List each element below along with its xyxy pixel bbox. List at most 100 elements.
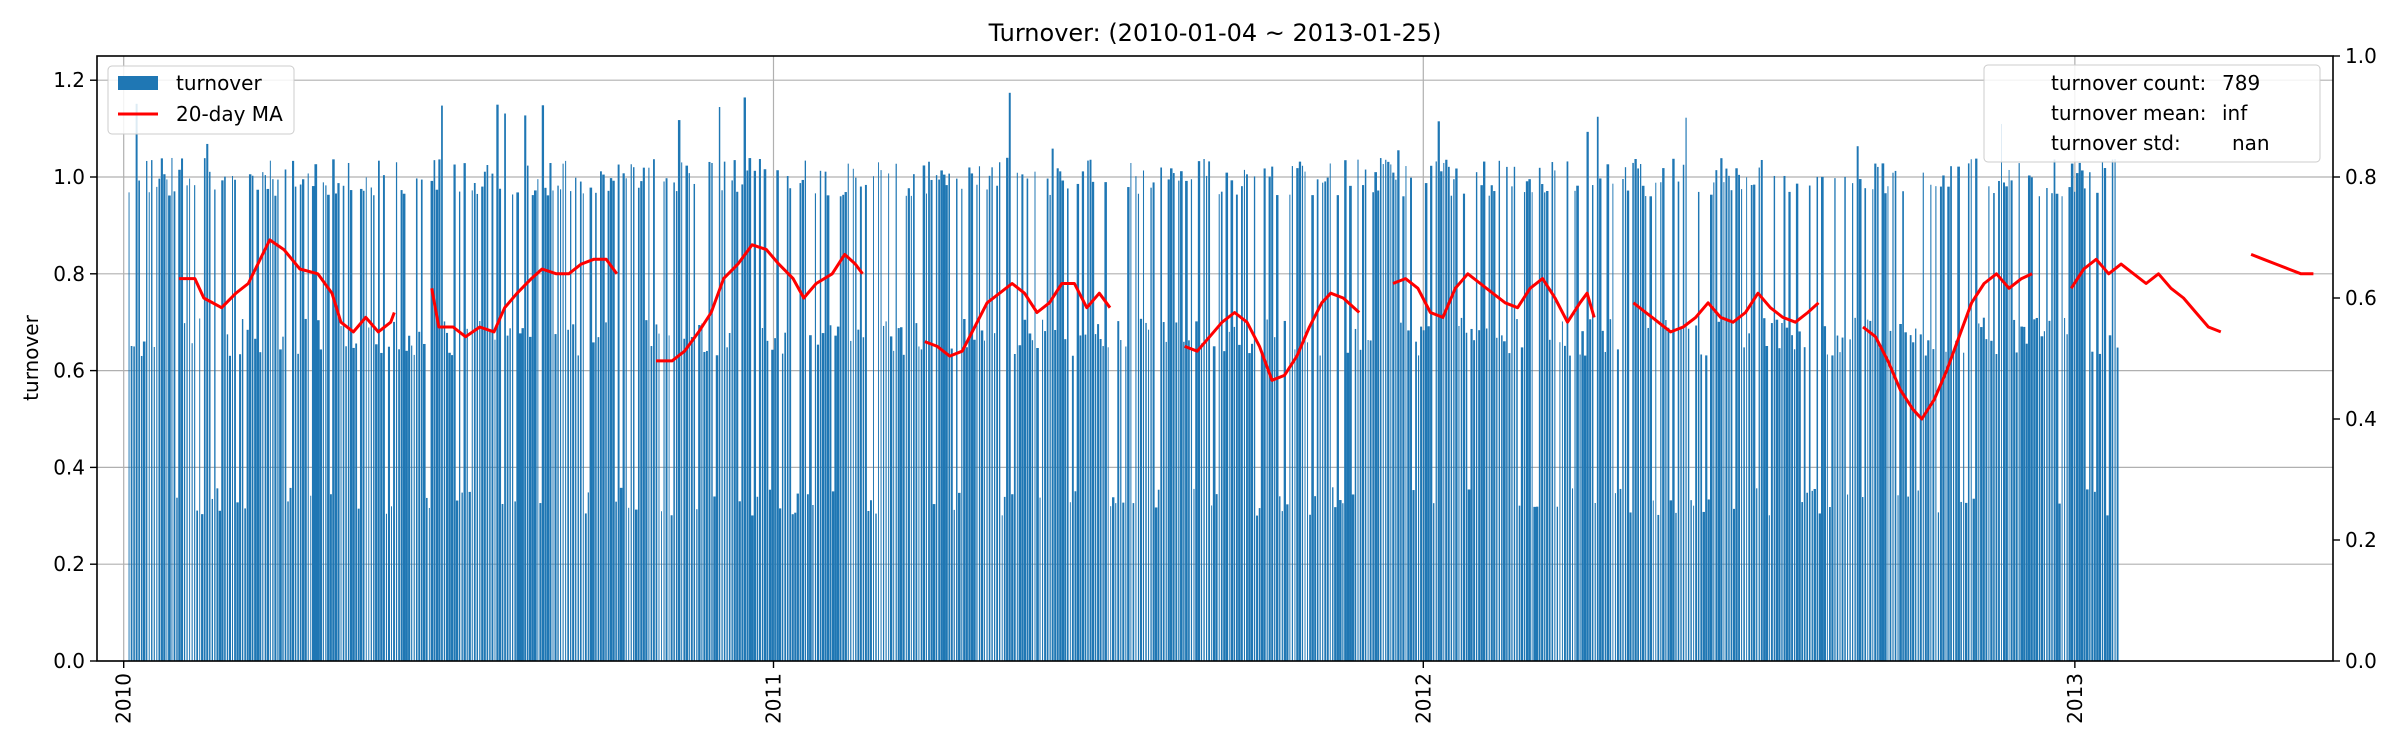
chart-title: Turnover: (2010-01-04 ~ 2013-01-25) [988,19,1442,47]
turnover-bar [148,192,150,662]
turnover-bar [289,487,292,661]
turnover-bar [1049,194,1051,661]
turnover-bar [544,187,547,661]
turnover-bar [1023,319,1027,661]
turnover-bar [1909,335,1912,661]
turnover-bar [1702,511,1705,661]
ma-line-segment [1184,291,1361,382]
turnover-bar [2070,163,2074,661]
turnover-bar [677,120,681,662]
turnover-bar [1170,168,1173,661]
turnover-bar [1410,177,1412,661]
turnover-bar [703,352,706,661]
turnover-bar [746,170,749,661]
turnover-bar [1274,337,1276,661]
turnover-bar [1554,170,1556,661]
turnover-bar [2008,169,2010,661]
turnover-bar [748,158,752,661]
turnover-bar [254,338,257,661]
turnover-bar [1115,503,1117,661]
turnover-bar [1276,195,1279,661]
turnover-bar [1256,515,1259,661]
turnover-bar [1609,319,1612,661]
turnover-bar [1281,511,1283,661]
turnover-bar [418,331,421,661]
turnover-bar [130,345,133,661]
turnover-bar [655,324,658,661]
turnover-bar [1793,349,1796,661]
turnover-bar [1750,185,1753,661]
turnover-bar [761,328,764,661]
turnover-bar [1624,167,1627,661]
turnover-bar [645,320,648,661]
turnover-bar [1927,340,1930,661]
turnover-bar [533,190,537,662]
turnover-bar [355,343,358,661]
turnover-bar [839,196,842,661]
turnover-bar [236,502,239,661]
turnover-bar [1160,167,1163,661]
turnover-bar [1260,353,1264,661]
turnover-bar [1374,172,1377,661]
turnover-bar [2001,123,2002,662]
turnover-bar [895,163,897,661]
turnover-bar [1667,327,1670,661]
turnover-bar [430,180,434,661]
turnover-bar [435,189,439,661]
turnover-bar [756,496,759,661]
turnover-bar [1690,500,1692,661]
turnover-bar [173,191,176,661]
turnover-bar [1289,194,1291,661]
stats-count-label: turnover count: [2051,71,2206,95]
stats-box: turnover count: 789 turnover mean: inf t… [1983,64,2321,163]
turnover-bar [1286,504,1289,661]
turnover-bar [262,172,264,661]
turnover-bar [1470,328,1473,661]
turnover-bar [2058,503,2061,661]
turnover-bar [1074,491,1077,661]
turnover-bar [1051,148,1054,661]
turnover-bar [476,193,479,661]
turnover-bar [1551,162,1554,662]
turnover-bar [1104,182,1107,661]
turnover-bar [736,191,739,661]
turnover-bar [873,176,874,661]
turnover-bar [1026,178,1029,661]
turnover-bar [565,160,567,661]
turnover-bar [516,192,520,661]
turnover-bar [1844,176,1846,661]
turnover-bar [1087,160,1089,661]
turnover-bar [1307,342,1309,661]
turnover-bar [988,175,991,661]
turnover-bar [1566,161,1569,661]
turnover-bar [2043,331,2045,661]
ma-line-segment [656,243,864,363]
turnover-bar [1912,342,1915,661]
turnover-bar [1188,340,1190,661]
turnover-bar [844,192,847,661]
turnover-bar [1503,341,1506,661]
turnover-bar [731,180,733,661]
turnover-bar [1932,349,1935,661]
turnover-bar [1902,191,1904,661]
turnover-bar [1178,180,1180,661]
legend-label-turnover: turnover [176,71,262,95]
turnover-bar [1420,326,1423,661]
turnover-bar [1662,168,1665,661]
turnover-bar [1816,176,1819,661]
turnover-bar [284,169,287,662]
turnover-bar [2091,351,2094,661]
turnover-bar [595,192,597,661]
turnover-bar [751,515,754,661]
turnover-bar [1945,351,1947,661]
turnover-bar [776,170,779,662]
turnover-bar [151,160,153,661]
turnover-bar [1730,190,1733,661]
turnover-bar [163,174,166,662]
turnover-bar [1760,159,1763,662]
y-tick-label: 0.4 [53,455,85,479]
turnover-bar [668,335,670,661]
turnover-bar [1669,500,1673,661]
turnover-bar [1478,330,1481,661]
